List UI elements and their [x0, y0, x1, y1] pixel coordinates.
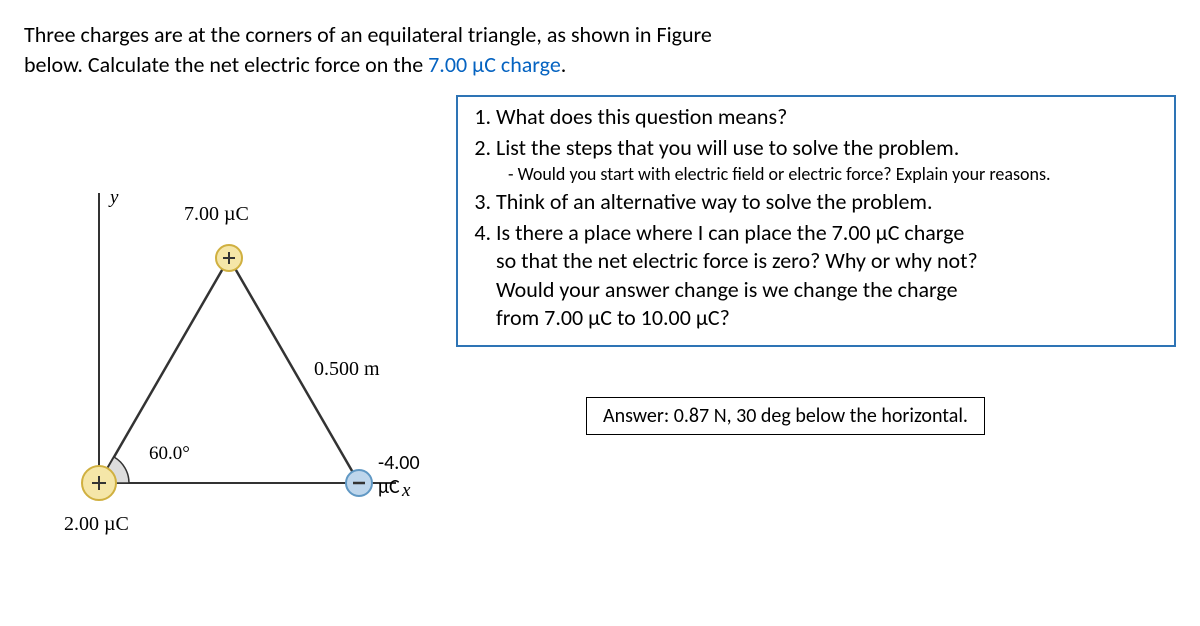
x-axis-label: x — [402, 480, 410, 502]
side-length-label: 0.500 m — [314, 358, 380, 381]
top-charge-label: 7.00 µC — [184, 203, 249, 226]
bl-charge-label: 2.00 µC — [64, 513, 129, 536]
angle-label: 60.0° — [149, 443, 190, 465]
answer-box: Answer: 0.87 N, 30 deg below the horizon… — [586, 397, 985, 435]
problem-line2a: below. Calculate the net electric force … — [24, 51, 428, 78]
answer-text: Answer: 0.87 N, 30 deg below the horizon… — [603, 404, 968, 428]
q4: Is there a place where I can place the 7… — [496, 219, 1162, 333]
q4-l3: Would your answer change is we change th… — [496, 276, 958, 303]
triangle-diagram: y 7.00 µC 0.500 m 60.0° -4.00 µC x 2.00 … — [24, 163, 444, 583]
problem-line1: Three charges are at the corners of an e… — [24, 21, 712, 48]
q2: List the steps that you will use to solv… — [496, 134, 1162, 186]
q2-sub: - Would you start with electric field or… — [496, 163, 1162, 186]
problem-statement: Three charges are at the corners of an e… — [24, 20, 1176, 79]
problem-line2b: . — [561, 51, 567, 78]
diagram-column: y 7.00 µC 0.500 m 60.0° -4.00 µC x 2.00 … — [24, 95, 444, 583]
neg-charge-label: -4.00 µC — [378, 451, 444, 499]
q2-text: List the steps that you will use to solv… — [496, 134, 959, 161]
y-axis-label: y — [110, 187, 118, 209]
q4-l1: Is there a place where I can place the 7… — [496, 219, 964, 246]
right-column: What does this question means? List the … — [456, 95, 1176, 435]
problem-link: 7.00 µC charge — [428, 51, 561, 78]
q4-l4: from 7.00 µC to 10.00 µC? — [496, 304, 730, 331]
question-box: What does this question means? List the … — [456, 95, 1176, 347]
q3: Think of an alternative way to solve the… — [496, 188, 1162, 217]
q1: What does this question means? — [496, 103, 1162, 132]
q4-l2: so that the net electric force is zero? … — [496, 247, 978, 274]
